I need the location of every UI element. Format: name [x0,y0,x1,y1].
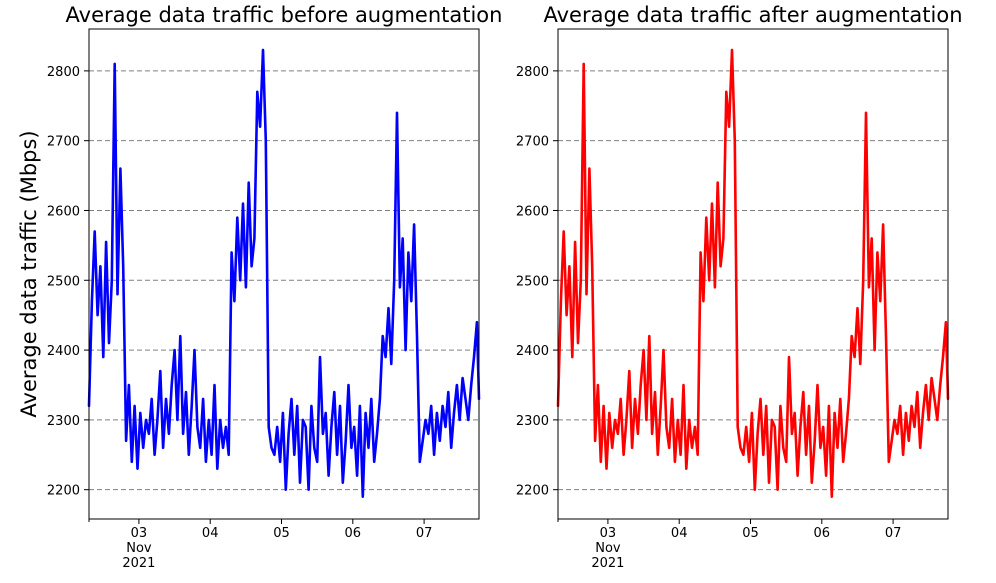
y-tick-label: 2300 [47,414,80,429]
y-tick-label: 2800 [47,65,80,80]
chart-panel-after: Average data traffic after augmentation 2… [516,3,963,571]
x-tick-sublabel: Nov [126,541,152,556]
x-tick-sublabel: 2021 [591,556,624,571]
x-tick-label: 07 [416,526,433,541]
plot-frame [557,28,949,520]
x-tick-label: 05 [742,526,759,541]
y-tick-label: 2500 [47,274,80,289]
x-tick-label: 05 [273,526,290,541]
y-tick-label: 2200 [47,484,80,499]
y-tick-label: 2400 [47,344,80,359]
x-tick-label: 03 [131,526,148,541]
x-tick-sublabel: 2021 [122,556,155,571]
y-tick-label: 2500 [516,274,549,289]
y-tick-label: 2600 [47,204,80,219]
y-tick-label: 2400 [516,344,549,359]
chart-title-after: Average data traffic after augmentation [543,3,962,27]
series-line-before [87,48,481,499]
x-tick-label: 03 [600,526,617,541]
y-tick-label: 2300 [516,414,549,429]
y-tick-label: 2600 [516,204,549,219]
figure-ylabel: Average data traffic (Mbps) [17,130,41,417]
y-tick-label: 2200 [516,484,549,499]
x-tick-label: 06 [814,526,831,541]
x-tick-label: 07 [885,526,902,541]
y-tick-label: 2700 [47,135,80,150]
x-tick-label: 06 [345,526,362,541]
x-tick-sublabel: Nov [595,541,621,556]
x-tick-label: 04 [202,526,219,541]
chart-panel-before: Average data traffic before augmentation… [47,3,503,571]
plot-frame [88,28,480,520]
y-tick-label: 2700 [516,135,549,150]
chart-title-before: Average data traffic before augmentation [66,3,503,27]
y-tick-label: 2800 [516,65,549,80]
series-line-after [556,48,950,499]
x-tick-label: 04 [671,526,688,541]
